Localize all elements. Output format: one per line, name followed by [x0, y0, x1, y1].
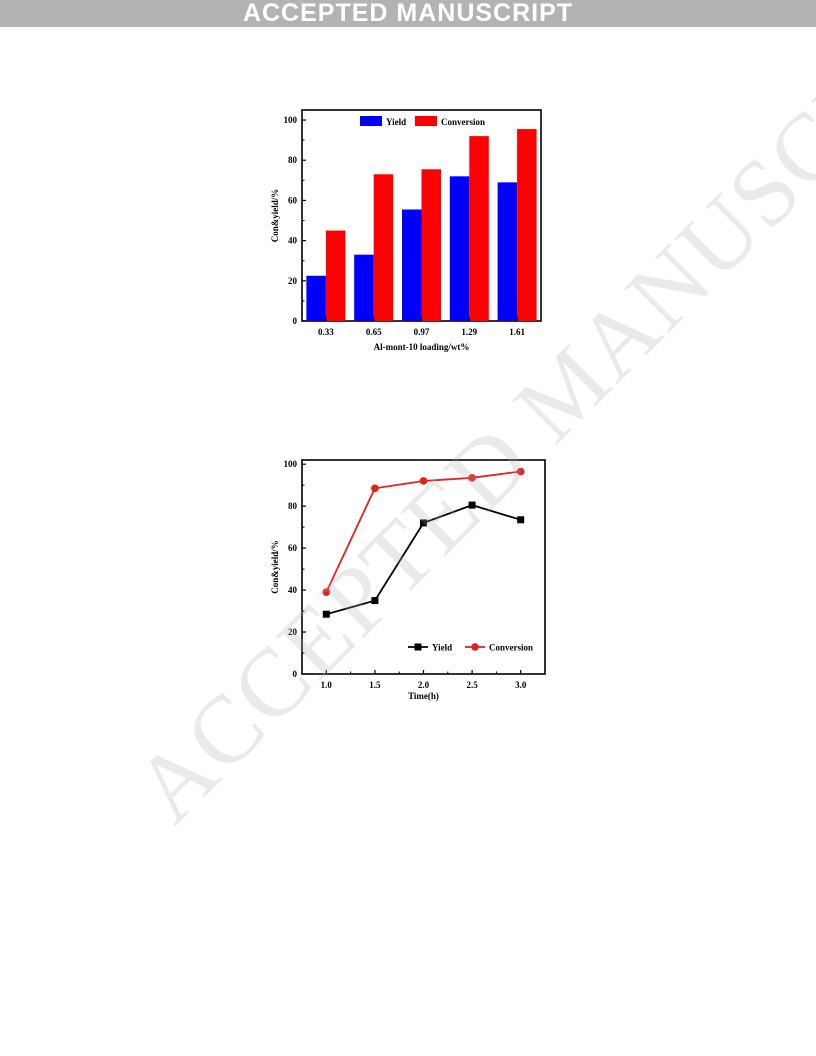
accepted-manuscript-banner: ACCEPTED MANUSCRIPT: [0, 0, 816, 27]
x-axis-title: Al-mont-10 loading/wt%: [374, 342, 470, 352]
line-chart-time: 0 20 40 60 80 100 Con&yield/% 1.0 1.5 2.0 2.5 3.0 Ti…: [270, 459, 546, 701]
point-conversion-1.5: [371, 484, 379, 493]
x-tick-label: 0.33: [318, 327, 334, 337]
y-tick-label: 80: [288, 501, 298, 511]
bar-yield-1.61: [497, 182, 518, 321]
y-axis-title: Con&yield/%: [270, 540, 280, 594]
bar-yield-0.65: [354, 254, 374, 321]
y-tick-label: 60: [288, 195, 298, 205]
y-tick-label: 40: [288, 585, 298, 595]
bar-conversion-0.33: [325, 230, 346, 321]
bar-conversion-1.29: [469, 136, 489, 321]
y-tick-label: 100: [284, 115, 298, 125]
x-tick-label: 2.5: [466, 680, 478, 690]
point-conversion-3.0: [516, 467, 525, 476]
point-conversion-1.0: [322, 588, 331, 596]
x-tick-label: 1.29: [461, 327, 477, 337]
legend-label-conversion: Conversion: [489, 643, 533, 653]
x-tick-label: 1.5: [369, 680, 381, 690]
legend-label-conversion: Conversion: [441, 117, 485, 127]
point-conversion-2.5: [468, 474, 476, 482]
bar-yield-0.97: [402, 209, 422, 321]
y-tick-label: 40: [288, 236, 298, 246]
legend-marker-conversion: [471, 643, 479, 651]
bar-conversion-1.61: [517, 129, 537, 321]
x-tick-label: 3.0: [515, 680, 527, 690]
bar-chart-loading: 0 20 40 60 80 100 Con&yield/% 0.33 0.65 0.97 1.29 1…: [270, 109, 542, 352]
bar-conversion-0.65: [373, 174, 394, 321]
x-tick-label: 1.61: [509, 327, 525, 337]
x-tick-label: 0.65: [366, 327, 382, 337]
point-yield-1.5: [371, 597, 379, 605]
point-yield-2.0: [420, 519, 427, 527]
point-yield-3.0: [517, 516, 525, 524]
legend-swatch-conversion: [415, 116, 437, 126]
bar-yield-0.33: [306, 275, 326, 321]
y-axis-title: Con&yield/%: [270, 189, 280, 243]
legend-marker-yield: [414, 643, 422, 651]
legend-swatch-yield: [360, 116, 382, 126]
y-tick-label: 0: [293, 316, 298, 326]
point-conversion-2.0: [419, 477, 428, 485]
x-tick-label: 1.0: [321, 680, 333, 690]
y-tick-label: 100: [284, 459, 298, 469]
y-tick-label: 20: [288, 627, 298, 637]
x-tick-label: 0.97: [414, 327, 430, 337]
bar-conversion-0.97: [421, 169, 441, 321]
x-tick-label: 2.0: [418, 680, 430, 690]
legend-label-yield: Yield: [386, 117, 406, 127]
point-yield-1.0: [322, 610, 330, 618]
y-tick-label: 0: [293, 669, 298, 679]
legend-label-yield: Yield: [432, 643, 452, 653]
point-yield-2.5: [468, 501, 476, 509]
y-tick-label: 20: [288, 276, 298, 286]
line-conversion: [325, 470, 521, 593]
y-tick-label: 60: [288, 543, 298, 553]
x-axis-title: Time(h): [408, 691, 439, 701]
y-tick-label: 80: [288, 155, 298, 165]
bar-yield-1.29: [449, 176, 470, 321]
